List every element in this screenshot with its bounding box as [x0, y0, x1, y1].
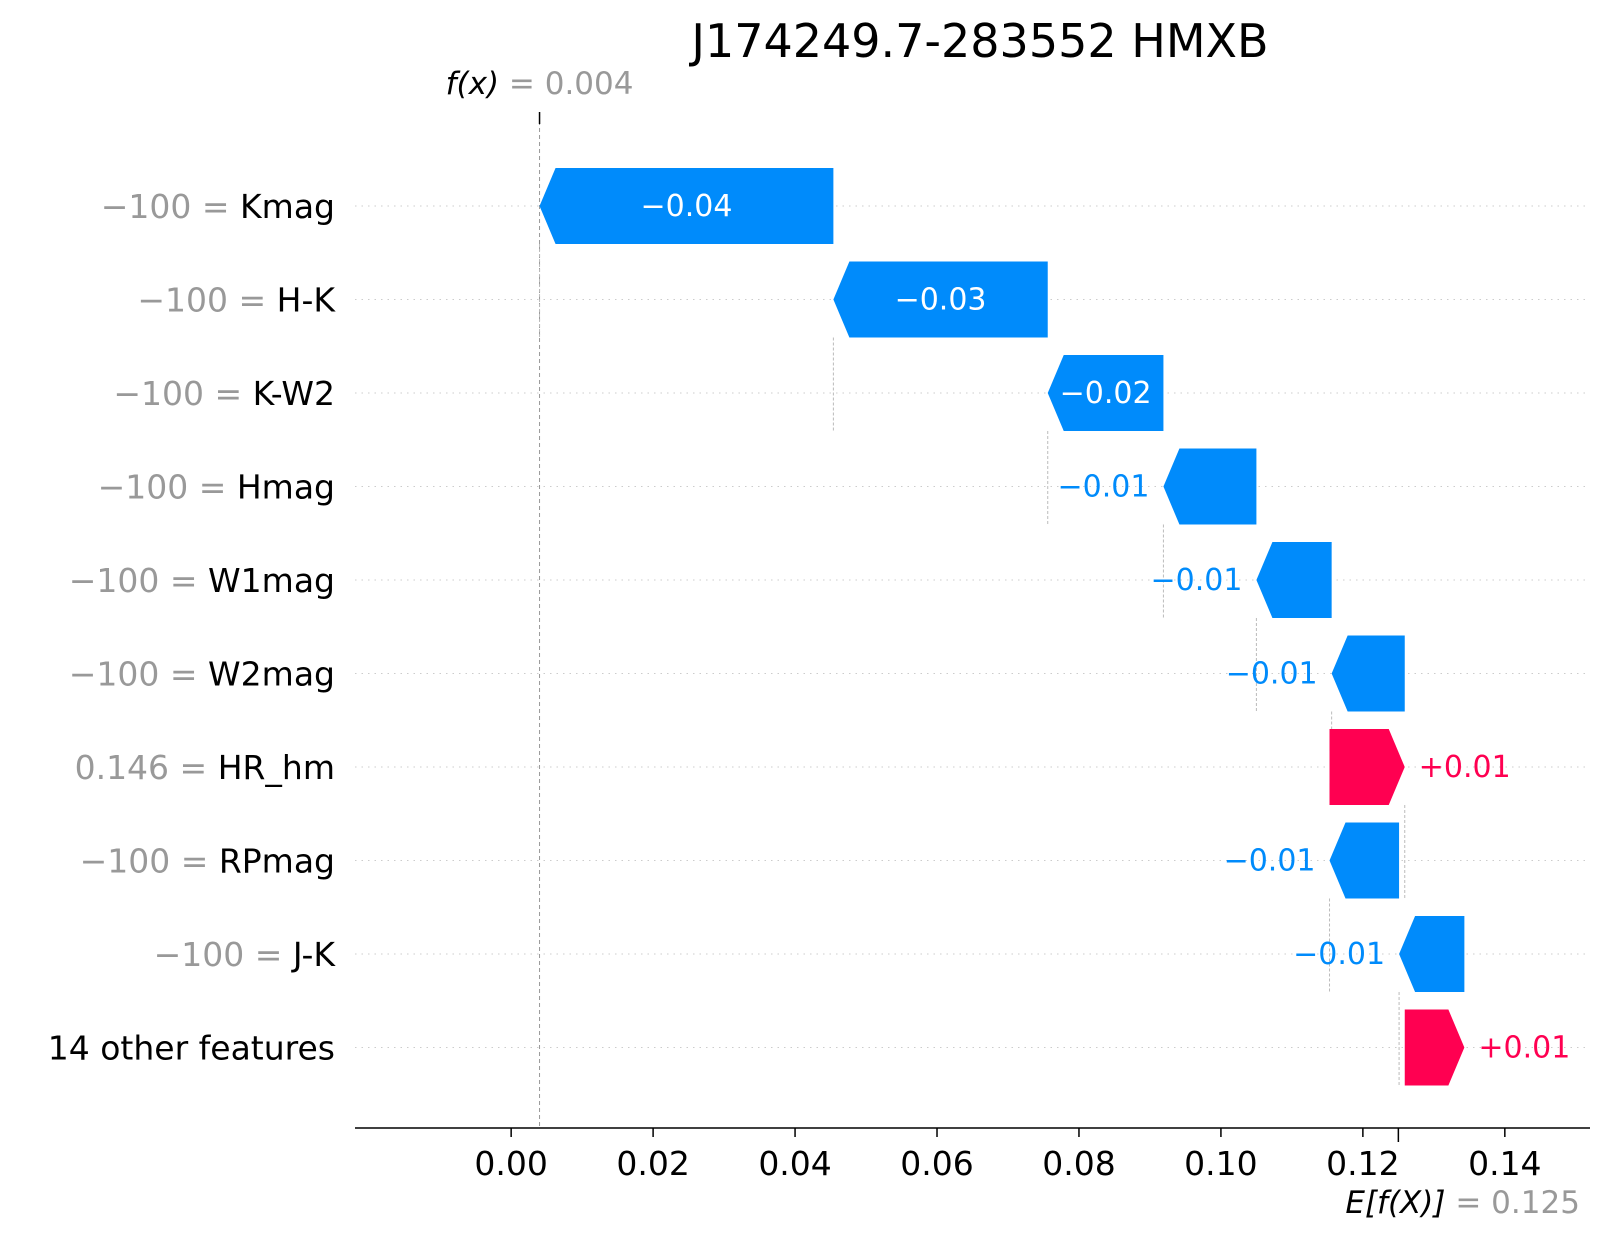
bars — [539, 168, 1465, 1086]
feature-label: −100 = Hmag — [98, 468, 335, 507]
x-tick-label: 0.06 — [900, 1144, 973, 1183]
waterfall-bar — [1047, 355, 1164, 431]
bar-value-label: +0.01 — [1478, 1031, 1570, 1066]
feature-label: −100 = W2mag — [69, 655, 335, 694]
waterfall-bar — [1256, 542, 1332, 618]
x-tick-label: 0.08 — [1042, 1144, 1115, 1183]
x-tick-label: 0.00 — [474, 1144, 547, 1183]
waterfall-bar — [1331, 635, 1405, 712]
feature-label: −100 = RPmag — [80, 842, 335, 881]
waterfall-bar — [1329, 822, 1400, 899]
chart-title: J174249.7-283552 HMXB — [688, 14, 1268, 68]
waterfall-bar — [1399, 916, 1465, 992]
bar-value-label: −0.01 — [1224, 844, 1316, 879]
bar-value-label: −0.04 — [640, 189, 732, 224]
feature-label: −100 = W1mag — [69, 561, 335, 600]
x-tick-label: 0.12 — [1326, 1144, 1399, 1183]
feature-label: −100 = Kmag — [101, 187, 335, 226]
feature-label: −100 = H-K — [137, 281, 336, 320]
waterfall-bar — [833, 261, 1048, 338]
feature-label: −100 = K-W2 — [113, 374, 335, 413]
x-tick-label: 0.04 — [758, 1144, 831, 1183]
fx-label: f(x) = 0.004 — [446, 66, 634, 102]
feature-label: 0.146 = HR_hm — [75, 748, 335, 787]
x-tick-label: 0.02 — [616, 1144, 689, 1183]
bar-value-label: +0.01 — [1419, 750, 1511, 785]
waterfall-bar — [1329, 729, 1405, 805]
bar-value-label: −0.01 — [1150, 563, 1242, 598]
bar-value-label: −0.02 — [1060, 376, 1152, 411]
waterfall-bar — [1163, 448, 1257, 525]
bar-value-label: −0.01 — [1293, 937, 1385, 972]
x-tick-label: 0.14 — [1468, 1144, 1541, 1183]
bar-value-label: −0.03 — [895, 283, 987, 318]
waterfall-bar — [1404, 1009, 1465, 1086]
x-tick-label: 0.10 — [1184, 1144, 1257, 1183]
waterfall-bar — [539, 168, 834, 244]
x-axis: 0.00 0.02 0.04 0.06 0.08 0.10 0.12 0.14E[f(X)] … — [355, 1127, 1590, 1221]
reference-lines — [538, 112, 1406, 1128]
labels: f(x) = 0.004 −0.04 −100 = Kmag −0.03 −100 = … — [48, 66, 1571, 1068]
bar-value-label: −0.01 — [1226, 657, 1318, 692]
bar-value-label: −0.01 — [1057, 470, 1149, 505]
base-value-label: E[f(X)] = 0.125 — [1345, 1185, 1580, 1221]
feature-label: 14 other features — [48, 1029, 335, 1068]
feature-label: −100 = J-K — [154, 935, 337, 974]
